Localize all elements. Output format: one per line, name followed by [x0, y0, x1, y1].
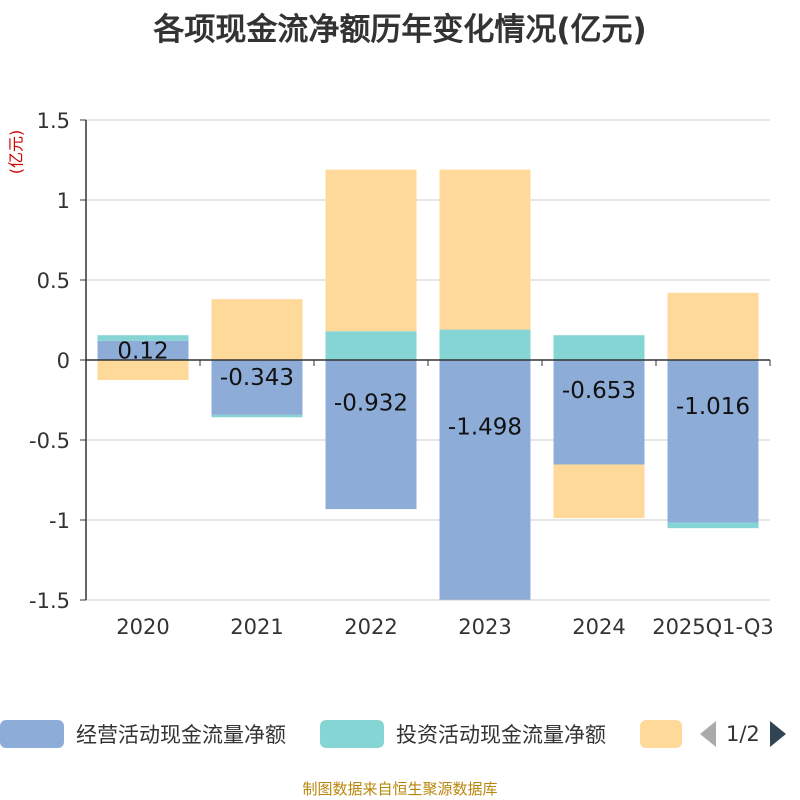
data-label: -1.016 [676, 394, 750, 420]
y-tick-label: 1 [57, 189, 70, 213]
y-tick-label: -1 [49, 509, 70, 533]
data-label: 0.12 [117, 338, 168, 364]
bar-financing-2020 [97, 360, 189, 380]
bar-investing-2020 [97, 335, 189, 341]
bar-investing-2023 [439, 329, 531, 360]
bar-investing-2021 [211, 414, 303, 418]
bar-operating-2021 [211, 360, 303, 415]
y-tick-label: 0.5 [37, 269, 70, 293]
data-source-note: 制图数据来自恒生聚源数据库 [302, 780, 498, 798]
bar-financing-2024 [553, 464, 645, 519]
y-tick-label: -1.5 [29, 589, 70, 613]
x-tick-label: 2020 [116, 615, 169, 639]
bar-operating-2024 [553, 360, 645, 465]
data-labels: 0.12 -0.343 -0.932 -1.498 -0.653 -1.016 [117, 338, 750, 440]
legend-label-operating: 经营活动现金流量净额 [76, 723, 286, 747]
bar-investing-2024 [553, 335, 645, 360]
y-tick-label: 0 [57, 349, 70, 373]
data-label: -0.932 [334, 390, 408, 416]
bar-financing-2021 [211, 299, 303, 360]
legend-next-page-icon[interactable] [769, 721, 786, 747]
bars [97, 169, 759, 600]
legend-item-investing[interactable]: 投资活动现金流量净额 [320, 716, 606, 752]
bar-financing-2022 [325, 169, 417, 332]
x-tick-label: 2025Q1-Q3 [652, 615, 774, 639]
data-label: -0.343 [220, 365, 294, 391]
legend-item-operating[interactable]: 经营活动现金流量净额 [0, 716, 286, 752]
legend-item-financing[interactable] [640, 716, 682, 752]
gridlines [86, 119, 770, 601]
y-tick-label: -0.5 [29, 429, 70, 453]
bar-operating-2023 [439, 360, 531, 600]
x-tick-label: 2024 [572, 615, 625, 639]
bar-investing-2025Q1-Q3 [667, 522, 759, 529]
bar-financing-2025Q1-Q3 [667, 292, 759, 360]
tick-labels: 1.5 1 0.5 0 -0.5 -1 -1.5 2020 2021 2022 2023 2024 20… [29, 109, 774, 639]
y-tick-label: 1.5 [37, 109, 70, 133]
legend-swatch-financing [640, 720, 682, 748]
x-tick-label: 2022 [344, 615, 397, 639]
x-tick-label: 2023 [458, 615, 511, 639]
legend-prev-page-icon[interactable] [700, 721, 716, 747]
legend-page-indicator: 1/2 [726, 722, 760, 746]
axes [80, 119, 771, 601]
chart-title: 各项现金流净额历年变化情况(亿元) [153, 12, 647, 48]
chart-area: 1.5 1 0.5 0 -0.5 -1 -1.5 2020 2021 2022 2023 2024 20… [29, 109, 774, 639]
bar-operating-2025Q1-Q3 [667, 360, 759, 523]
bar-financing-2023 [439, 169, 531, 330]
data-label: -0.653 [562, 378, 636, 404]
bar-operating-2020 [97, 340, 189, 360]
x-tick-label: 2021 [230, 615, 283, 639]
legend-swatch-investing [320, 720, 384, 748]
legend-swatch-operating [0, 720, 64, 748]
data-label: -1.498 [448, 415, 522, 441]
bar-investing-2022 [325, 331, 417, 360]
bar-operating-2022 [325, 360, 417, 510]
legend: 经营活动现金流量净额 投资活动现金流量净额 1/2 [0, 716, 800, 756]
legend-pager: 1/2 [700, 716, 786, 752]
legend-label-investing: 投资活动现金流量净额 [396, 723, 606, 747]
